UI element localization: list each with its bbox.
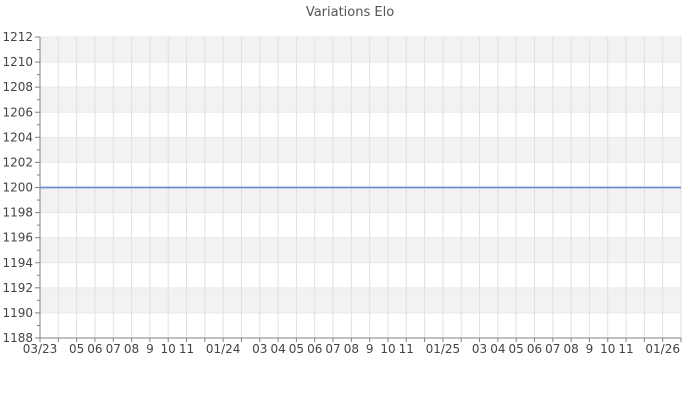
x-tick-label: 9: [146, 342, 154, 356]
x-tick-label: 05: [69, 342, 84, 356]
x-tick-label: 04: [490, 342, 505, 356]
chart-title: Variations Elo: [305, 5, 395, 20]
x-tick-label: 10: [161, 342, 176, 356]
x-tick-label: 11: [618, 342, 633, 356]
y-tick-label: 1212: [2, 30, 33, 44]
x-tick-label: 05: [509, 342, 524, 356]
x-tick-label: 03/23: [23, 342, 58, 356]
y-tick-label: 1202: [2, 155, 33, 169]
y-tick-label: 1196: [2, 231, 33, 245]
x-tick-label: 11: [399, 342, 414, 356]
x-tick-label: 11: [179, 342, 194, 356]
x-tick-label: 06: [307, 342, 322, 356]
plot-band: [40, 37, 681, 63]
x-tick-label: 06: [87, 342, 102, 356]
y-tick-label: 1188: [2, 331, 33, 345]
x-tick-label: 03: [472, 342, 487, 356]
x-tick-label: 07: [545, 342, 560, 356]
x-tick-label: 10: [380, 342, 395, 356]
plot-band: [40, 187, 681, 213]
y-tick-label: 1210: [2, 55, 33, 69]
x-tick-label: 06: [527, 342, 542, 356]
plot-band: [40, 87, 681, 113]
x-tick-label: 08: [563, 342, 578, 356]
plot-band: [40, 237, 681, 263]
x-tick-label: 03: [252, 342, 267, 356]
x-tick-label: 07: [325, 342, 340, 356]
x-tick-label: 08: [124, 342, 139, 356]
y-tick-label: 1192: [2, 281, 33, 295]
x-tick-label: 10: [600, 342, 615, 356]
x-tick-label: 01/26: [645, 342, 680, 356]
x-tick-label: 08: [344, 342, 359, 356]
x-tick-label: 04: [270, 342, 285, 356]
y-tick-label: 1206: [2, 105, 33, 119]
x-tick-label: 9: [366, 342, 374, 356]
y-tick-label: 1204: [2, 130, 33, 144]
plot-band: [40, 137, 681, 163]
y-tick-label: 1190: [2, 306, 33, 320]
y-tick-label: 1200: [2, 181, 33, 195]
x-tick-label: 01/24: [206, 342, 241, 356]
x-tick-label: 9: [586, 342, 594, 356]
x-tick-label: 07: [106, 342, 121, 356]
y-tick-label: 1198: [2, 206, 33, 220]
plot-band: [40, 287, 681, 313]
y-tick-label: 1194: [2, 256, 33, 270]
x-tick-label: 01/25: [426, 342, 461, 356]
x-tick-label: 05: [289, 342, 304, 356]
y-tick-label: 1208: [2, 80, 33, 94]
